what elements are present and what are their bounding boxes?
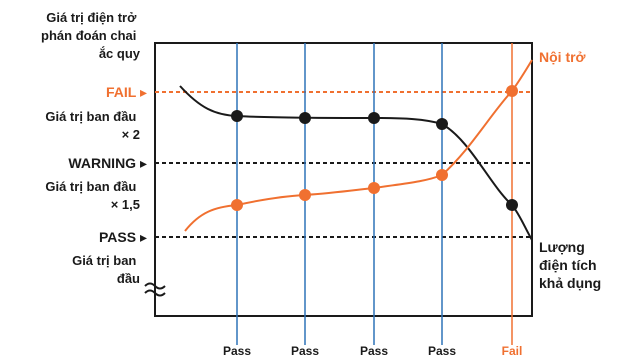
pass-threshold-label: PASS ▸ — [99, 229, 147, 245]
fail-threshold-label: FAIL ▸ — [106, 84, 147, 100]
resistance-point-3 — [368, 182, 380, 194]
inspection-label-1: Pass — [223, 344, 251, 358]
capacity-point-3 — [368, 112, 380, 124]
resistance-point-2 — [299, 189, 311, 201]
level-description-initial: Giá trị ban đầu — [72, 253, 140, 286]
inspection-label-3: Pass — [360, 344, 388, 358]
y-axis-title: Giá trị điện trở phán đoán chai ắc quy — [41, 10, 141, 61]
axis-break-mark — [144, 282, 166, 297]
warning-threshold-label: WARNING ▸ — [68, 155, 147, 171]
inspection-label-5: Fail — [502, 344, 523, 358]
resistance-point-5 — [506, 85, 518, 97]
inspection-label-2: Pass — [291, 344, 319, 358]
resistance-point-4 — [436, 169, 448, 181]
resistance-point-1 — [231, 199, 243, 211]
resistance-curve-label: Nội trở — [539, 49, 586, 65]
level-description-x2: Giá trị ban đầu × 2 — [45, 109, 140, 142]
plot-frame — [154, 42, 533, 317]
level-description-x1-5: Giá trị ban đầu × 1,5 — [45, 179, 140, 212]
capacity-curve-label: Lượng điện tích khả dụng — [539, 239, 601, 291]
inspection-label-4: Pass — [428, 344, 456, 358]
capacity-point-5 — [506, 199, 518, 211]
capacity-point-1 — [231, 110, 243, 122]
capacity-point-2 — [299, 112, 311, 124]
capacity-point-4 — [436, 118, 448, 130]
